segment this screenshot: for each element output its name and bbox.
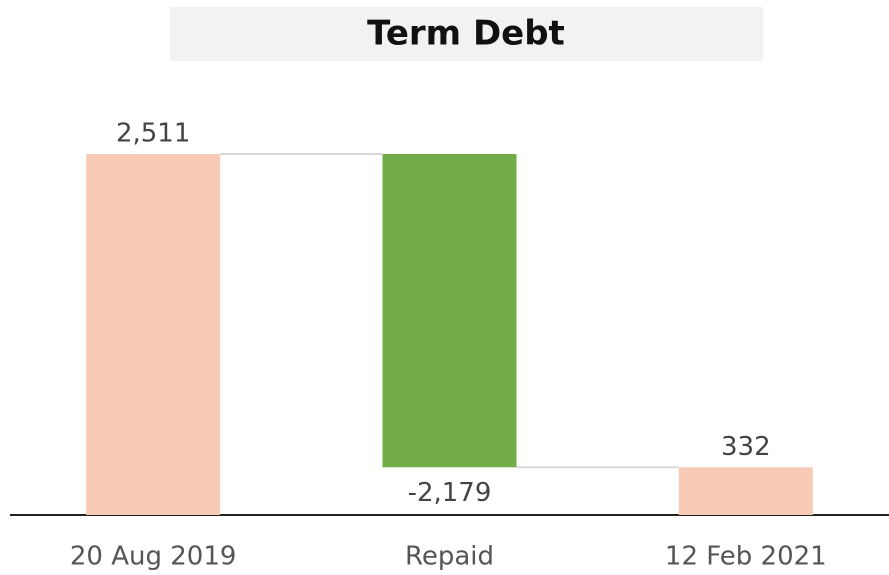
bar: [678, 467, 813, 515]
x-tick-label: 12 Feb 2021: [665, 542, 827, 572]
data-label: 2,511: [116, 119, 190, 149]
data-label: -2,179: [408, 478, 492, 508]
x-tick-label: Repaid: [405, 542, 494, 572]
x-tick-label: 20 Aug 2019: [70, 542, 237, 572]
chart-title: Term Debt: [367, 14, 565, 54]
bar: [86, 154, 221, 515]
data-label: 332: [721, 432, 771, 462]
title-box: [170, 7, 763, 61]
bar: [382, 154, 517, 468]
